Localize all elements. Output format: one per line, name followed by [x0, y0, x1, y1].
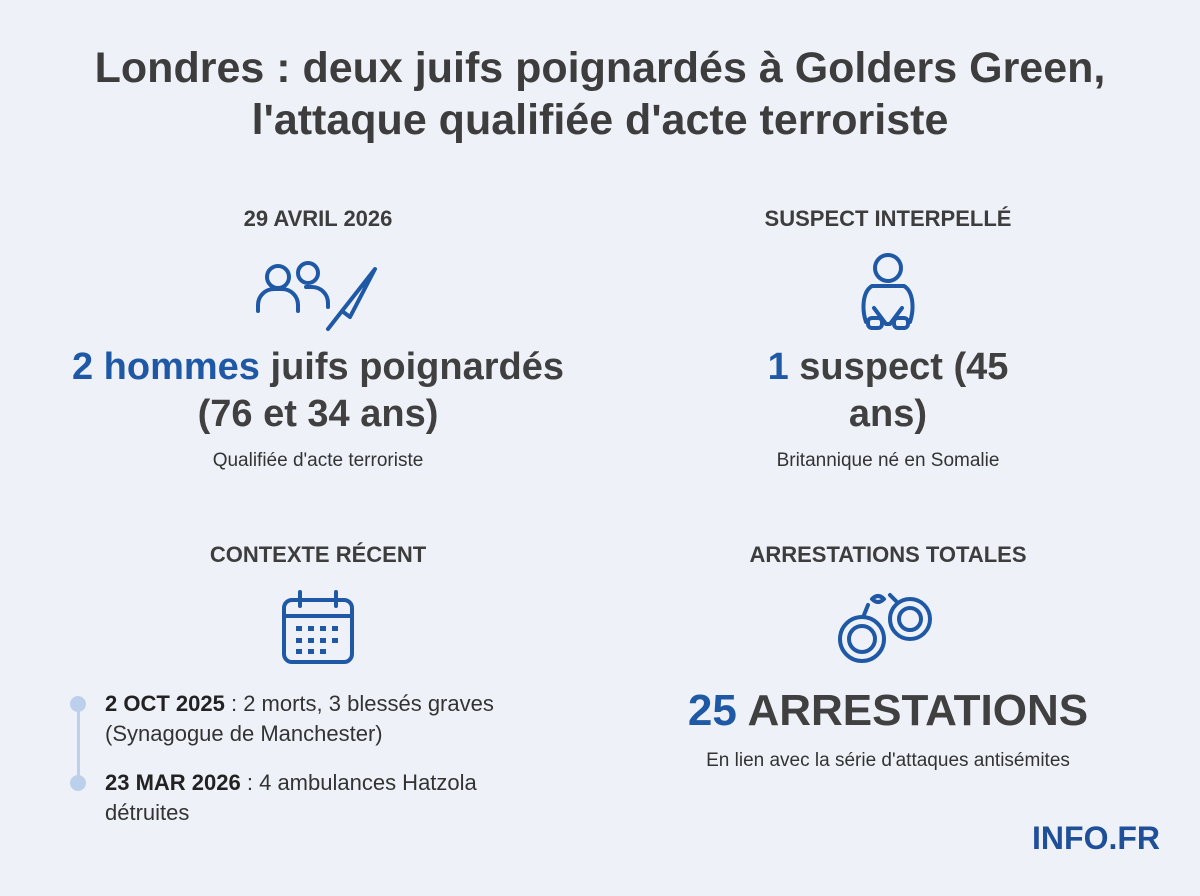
title: Londres : deux juifs poignardés à Golder…	[0, 42, 1200, 146]
handcuffs-icon	[838, 593, 932, 663]
figure-text: suspect (45 ans)	[799, 346, 1009, 435]
title-line: Londres : deux juifs poignardés à Golder…	[94, 44, 1106, 92]
item-date: 2 OCT 2025	[105, 691, 225, 716]
brand-logo: INFO.FR	[1032, 820, 1160, 856]
highlight: 25	[687, 686, 737, 735]
highlight: 1	[767, 346, 789, 388]
timeline-dot	[70, 775, 86, 791]
panel-heading: SUSPECT INTERPELLÉ	[764, 206, 1012, 231]
panel-note: Britannique né en Somalie	[776, 450, 1000, 471]
timeline-item: 2 OCT 2025 : 2 morts, 3 blessés graves (…	[105, 689, 575, 749]
timeline-line	[77, 705, 80, 783]
title-line: l'attaque qualifiée d'acte terroriste	[251, 96, 949, 144]
people-knife-icon	[256, 261, 377, 331]
panel-heading: ARRESTATIONS TOTALES	[749, 542, 1027, 567]
panel-heading: 29 AVRIL 2026	[243, 206, 393, 231]
figure-text: ARRESTATIONS	[747, 686, 1089, 735]
item-date: 23 MAR 2026	[105, 770, 241, 795]
panel-heading: CONTEXTE RÉCENT	[209, 542, 427, 567]
timeline-item: 23 MAR 2026 : 4 ambulances Hatzola détru…	[105, 768, 555, 828]
figure-text: juifs poignardés (76 et 34 ans)	[197, 346, 564, 435]
calendar-icon	[282, 590, 354, 664]
timeline-dot	[70, 696, 86, 712]
panel-figure: 25 ARRESTATIONS	[608, 684, 1168, 738]
suspect-icon	[861, 253, 915, 330]
item-text: : 2 morts, 3 blessés graves (Synagogue d…	[105, 691, 494, 746]
panel-note: En lien avec la série d'attaques antisém…	[706, 750, 1070, 771]
item-text: : 4 ambulances Hatzola détruites	[105, 770, 477, 825]
panel-figure: 1 suspect (45 ans)	[748, 344, 1028, 438]
panel-figure: 2 hommes juifs poignardés (76 et 34 ans)	[58, 344, 578, 438]
panel-note: Qualifiée d'acte terroriste	[212, 450, 424, 471]
highlight: 2 hommes	[71, 346, 260, 388]
